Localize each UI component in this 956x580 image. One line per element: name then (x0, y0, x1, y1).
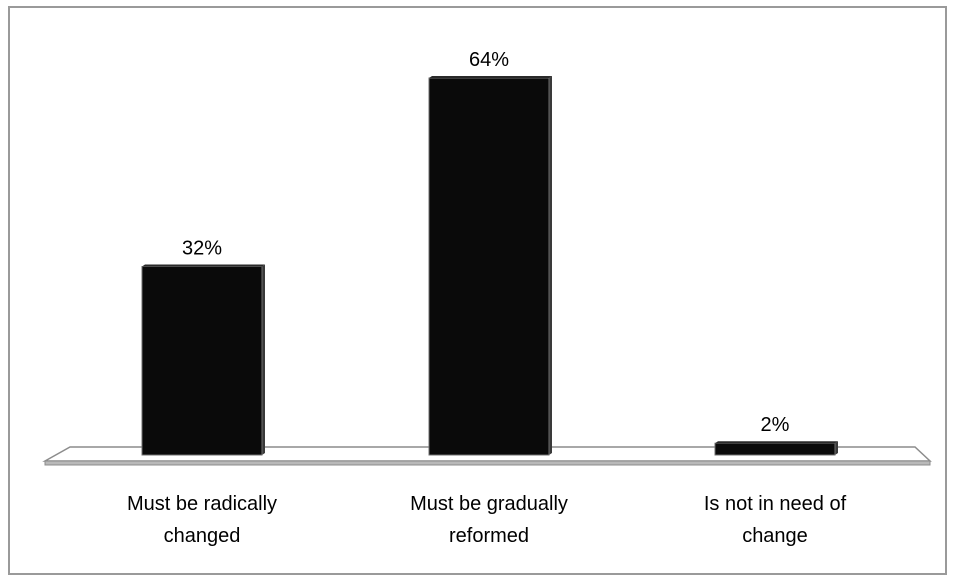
bar-top-1 (429, 76, 552, 78)
category-label-1-line-1: reformed (449, 525, 529, 547)
data-labels-group: 32% 64% 2% (182, 49, 790, 436)
bar-side-2 (835, 441, 838, 455)
category-axis-labels: Must be radically changed Must be graduall… (127, 493, 847, 547)
data-label-1: 64% (469, 49, 509, 71)
bars-group (141, 76, 838, 456)
category-label-0-line-1: changed (164, 525, 241, 547)
category-label-0-line-0: Must be radically (127, 493, 277, 515)
category-label-2-line-1: change (742, 525, 808, 547)
category-label-1-line-0: Must be gradually (410, 493, 568, 515)
bar-top-2 (715, 441, 838, 444)
bar-2 (714, 442, 836, 456)
bar-side-1 (549, 76, 552, 455)
category-label-2-line-0: Is not in need of (704, 493, 847, 515)
bar-1 (428, 77, 550, 456)
bar-side-0 (262, 264, 265, 455)
bar-top-0 (142, 264, 265, 267)
data-label-0: 32% (182, 238, 222, 260)
bar-0 (141, 266, 263, 456)
floor-front-edge (44, 460, 931, 466)
data-label-2: 2% (761, 414, 790, 436)
